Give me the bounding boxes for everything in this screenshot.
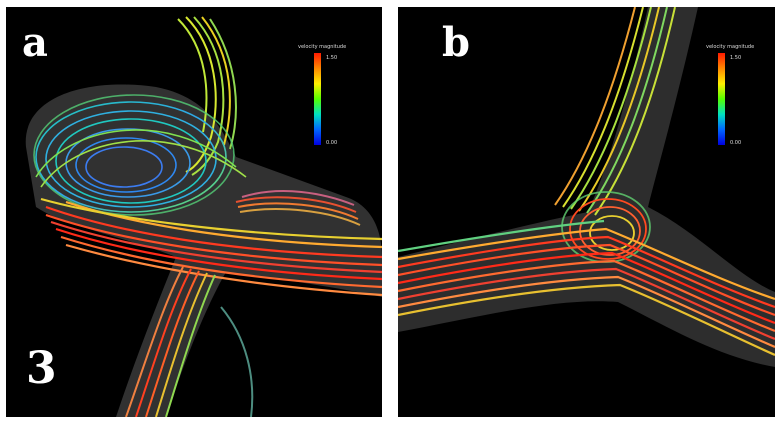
parent-artery-streamlines [398, 219, 775, 357]
figure-number: 3 [26, 343, 57, 394]
streamline-render-b [398, 7, 775, 367]
panel-a: a 3 velocity magnitude 1.50 0.00 [6, 7, 382, 417]
upper-branch-streamlines [177, 16, 237, 176]
parent-artery-streamlines [40, 197, 382, 297]
streamline-render-a [25, 16, 382, 417]
lower-branch-streamlines [125, 266, 254, 417]
panel-letter-a: a [22, 19, 48, 66]
colorbar-title-b: velocity magnitude [706, 44, 755, 50]
colorbar-min-b: 0.00 [730, 140, 742, 146]
colorbar-max-b: 1.50 [730, 55, 742, 61]
panel-letter-b: b [442, 19, 470, 66]
upper-branch-streamlines [554, 7, 676, 216]
colorbar-b [718, 53, 725, 145]
colorbar-a [314, 53, 321, 145]
colorbar-title-a: velocity magnitude [298, 44, 347, 50]
right-branch-streamlines [235, 190, 361, 226]
colorbar-max-a: 1.50 [326, 55, 338, 61]
vessel-wall-shadow [398, 7, 775, 367]
colorbar-min-a: 0.00 [326, 140, 338, 146]
panel-b: b velocity magnitude 1.50 0.00 [398, 7, 775, 417]
aneurysm-sac-streamlines [33, 94, 247, 216]
